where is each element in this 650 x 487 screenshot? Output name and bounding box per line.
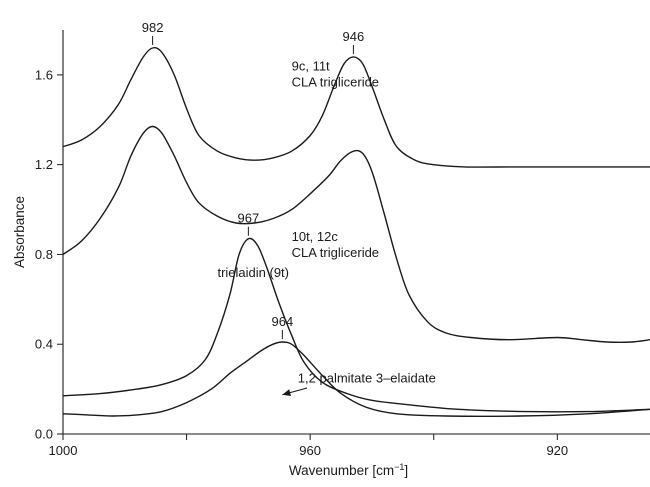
y-tick-label: 0.0 <box>35 427 53 442</box>
y-tick-label: 1.2 <box>35 157 53 172</box>
peak-label: 964 <box>272 314 294 329</box>
series-layer <box>62 47 650 417</box>
x-tick-label: 960 <box>299 443 321 458</box>
series-label: CLA trigliceride <box>292 245 379 260</box>
arrow-head <box>282 389 291 396</box>
series-line-3 <box>62 237 650 413</box>
series-label: CLA trigliceride <box>292 74 379 89</box>
peak-label: 967 <box>238 211 260 226</box>
x-axis-title: Wavenumber [cm−1] <box>289 462 408 478</box>
peak-label: 946 <box>343 29 365 44</box>
series-label: 9c, 11t <box>292 58 330 73</box>
series-label: 1,2 palmitate 3–elaidate <box>298 370 436 385</box>
y-axis-title: Absorbance <box>12 196 27 268</box>
x-tick-label: 1000 <box>49 443 78 458</box>
series-line-2 <box>62 125 650 343</box>
series-label: trielaidin (9t) <box>217 265 289 280</box>
series-label: 10t, 12c <box>292 229 339 244</box>
series-line-1 <box>62 47 650 168</box>
axes: 0.0 0.4 0.8 1.2 1.6 1000 960 920 <box>35 30 650 458</box>
series-line-4 <box>62 341 650 417</box>
y-tick-label: 0.4 <box>35 337 53 352</box>
y-tick-label: 1.6 <box>35 67 53 82</box>
y-tick-label: 0.8 <box>35 247 53 262</box>
peak-label: 982 <box>142 20 164 35</box>
x-tick-label: 920 <box>546 443 568 458</box>
